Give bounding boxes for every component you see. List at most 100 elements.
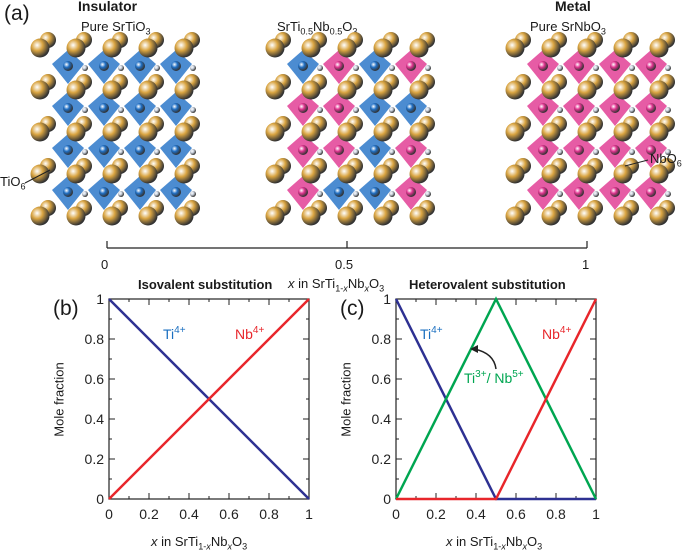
t: in SrTi bbox=[294, 276, 336, 291]
nb-atom bbox=[574, 103, 584, 113]
ti-atom bbox=[99, 187, 109, 197]
label-part: 3+ bbox=[475, 369, 487, 380]
sr-atom bbox=[649, 38, 669, 58]
oxygen-atom bbox=[665, 149, 671, 155]
t: Nb bbox=[210, 534, 228, 549]
oxygen-atom bbox=[154, 191, 160, 197]
sr-atom bbox=[649, 164, 669, 184]
oxygen-atom bbox=[118, 191, 124, 197]
sr-atom bbox=[373, 80, 393, 100]
sr-atom bbox=[265, 80, 285, 100]
chart-c-title: Heterovalent substitution bbox=[409, 277, 566, 292]
ti-atom bbox=[135, 61, 145, 71]
nb-atom bbox=[610, 187, 620, 197]
t: O bbox=[232, 534, 243, 549]
axis-tick-label-0: 0 bbox=[101, 257, 109, 272]
sr-atom bbox=[102, 164, 122, 184]
nb-atom bbox=[646, 61, 656, 71]
sr-atom bbox=[301, 38, 321, 58]
label-part: Nb bbox=[235, 326, 253, 342]
oxygen-atom bbox=[82, 65, 88, 71]
crystal-structures bbox=[24, 32, 675, 249]
sr-atom bbox=[138, 206, 158, 226]
oxygen-atom bbox=[118, 65, 124, 71]
x-tick-label: 1 bbox=[592, 506, 600, 522]
sr-atom bbox=[505, 164, 525, 184]
sr-atom bbox=[613, 80, 633, 100]
oxygen-atom bbox=[425, 65, 431, 71]
t: Nb bbox=[313, 19, 330, 34]
ti-atom bbox=[171, 103, 181, 113]
ti-atom bbox=[99, 145, 109, 155]
sr-atom bbox=[337, 80, 357, 100]
ti-atom bbox=[406, 103, 416, 113]
sr-atom bbox=[505, 38, 525, 58]
sr-atom bbox=[30, 122, 50, 142]
ti-atom bbox=[63, 145, 73, 155]
y-tick-label: 0.8 bbox=[85, 331, 105, 347]
t: x bbox=[446, 534, 453, 549]
y-tick-label: 0 bbox=[96, 491, 104, 507]
s: 1- bbox=[493, 541, 502, 551]
sr-atom bbox=[66, 164, 86, 184]
nb-atom bbox=[406, 61, 416, 71]
structure-name-mixed: SrTi0.5Nb0.5O3 bbox=[277, 19, 357, 37]
series-line-nb bbox=[396, 298, 598, 501]
oxygen-atom bbox=[629, 149, 635, 155]
series-line-ti-nb bbox=[394, 296, 598, 500]
name-sub: 3 bbox=[145, 26, 151, 37]
sr-atom bbox=[409, 206, 429, 226]
y-tick-label: 0 bbox=[383, 491, 391, 507]
sr-atom bbox=[138, 80, 158, 100]
structure-name-srnbo3: Pure SrNbO3 bbox=[530, 19, 606, 37]
axis-tick-label-1: 1 bbox=[582, 257, 590, 272]
oxygen-atom bbox=[593, 149, 599, 155]
label-part: 5+ bbox=[512, 369, 524, 380]
oxygen-atom bbox=[190, 149, 196, 155]
oxygen-atom bbox=[665, 191, 671, 197]
sr-atom bbox=[301, 122, 321, 142]
oxygen-atom bbox=[154, 65, 160, 71]
sr-atom bbox=[541, 206, 561, 226]
name-text: Pure SrTiO bbox=[81, 19, 146, 34]
y-tick-label: 0.4 bbox=[372, 411, 392, 427]
ti-atom bbox=[63, 103, 73, 113]
oxygen-atom bbox=[425, 149, 431, 155]
sr-atom bbox=[301, 164, 321, 184]
oxygen-atom bbox=[317, 191, 323, 197]
crystal-2 bbox=[505, 32, 675, 226]
axis-tick-label-0.5: 0.5 bbox=[335, 257, 354, 272]
series-label: Ti3+/ Nb5+ bbox=[464, 369, 524, 386]
label-part: 4+ bbox=[253, 325, 265, 336]
nb-atom bbox=[298, 187, 308, 197]
sr-atom bbox=[102, 80, 122, 100]
sr-atom bbox=[577, 80, 597, 100]
x-tick-label: 1 bbox=[305, 506, 313, 522]
ti-atom bbox=[135, 145, 145, 155]
nb-atom bbox=[334, 103, 344, 113]
label-part: / Nb bbox=[487, 370, 513, 386]
t: TiO bbox=[0, 174, 21, 189]
oxygen-atom bbox=[353, 149, 359, 155]
oxygen-atom bbox=[353, 191, 359, 197]
y-tick-label: 1 bbox=[96, 291, 104, 307]
y-tick-label: 0.8 bbox=[372, 331, 392, 347]
sr-atom bbox=[613, 38, 633, 58]
sr-atom bbox=[102, 206, 122, 226]
t: Nb bbox=[347, 276, 365, 291]
name-text: Pure SrNbO bbox=[530, 19, 601, 34]
s: 1- bbox=[335, 283, 344, 294]
sr-atom bbox=[174, 164, 194, 184]
oxygen-atom bbox=[593, 107, 599, 113]
sr-atom bbox=[541, 164, 561, 184]
ti-atom bbox=[63, 187, 73, 197]
y-tick-label: 0.2 bbox=[85, 451, 105, 467]
oxygen-atom bbox=[190, 107, 196, 113]
crystal-1 bbox=[265, 32, 435, 226]
sr-atom bbox=[301, 80, 321, 100]
x-tick-label: 0.8 bbox=[259, 506, 279, 522]
oxygen-atom bbox=[82, 191, 88, 197]
sr-atom bbox=[301, 206, 321, 226]
sr-atom bbox=[649, 122, 669, 142]
